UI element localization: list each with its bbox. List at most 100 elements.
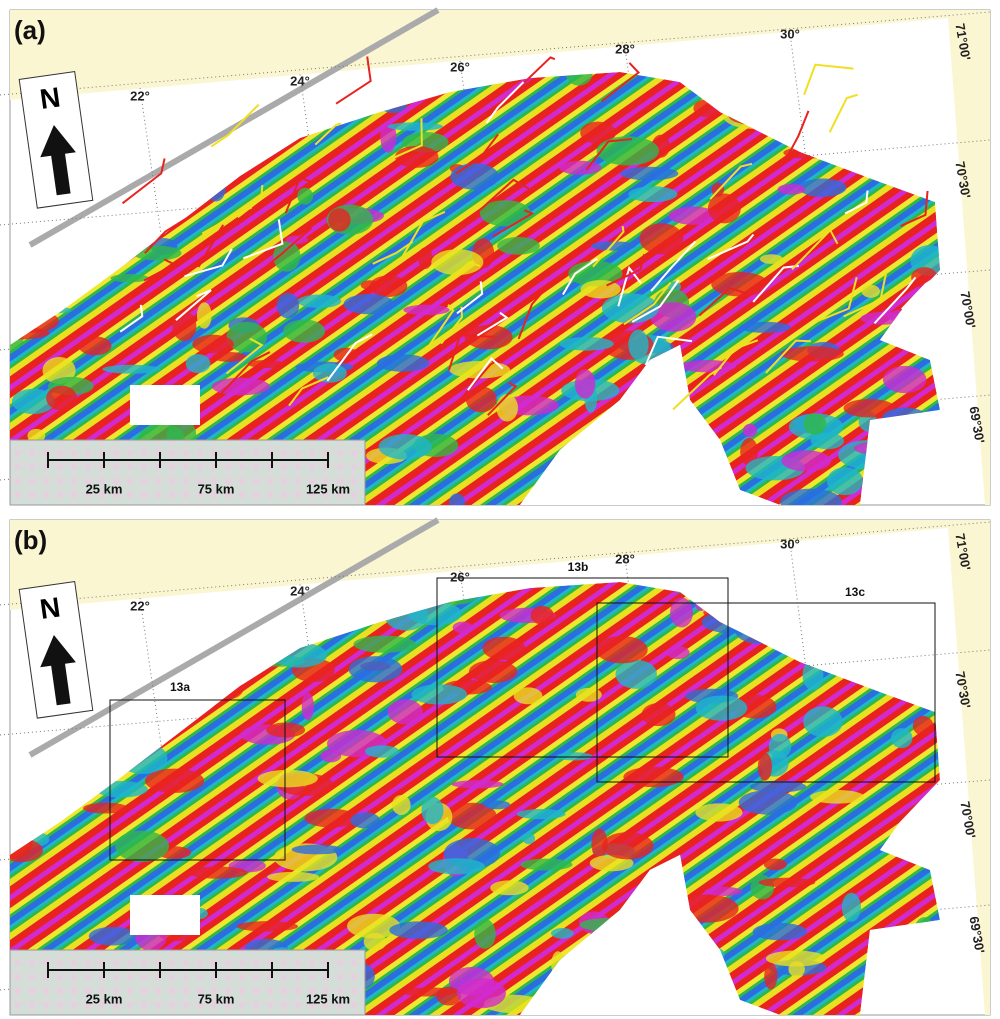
anomaly-blob <box>188 866 248 879</box>
anomaly-blob <box>267 871 320 882</box>
lineament <box>399 210 446 262</box>
anomaly-blob <box>418 247 433 269</box>
anomaly-blob <box>451 780 504 789</box>
anomaly-blob <box>803 706 843 738</box>
anomaly-blob <box>780 488 842 505</box>
sea-area <box>10 10 990 505</box>
anomaly-blob <box>479 200 531 227</box>
anomaly-blob <box>580 121 616 144</box>
anomaly-blob <box>764 962 778 990</box>
anomaly-blob <box>623 766 684 788</box>
anomaly-blob <box>110 273 149 283</box>
anomaly-blob <box>591 828 608 859</box>
anomaly-blob <box>590 241 636 251</box>
longitude-label: 30° <box>780 536 800 551</box>
anomaly-blob <box>739 321 791 333</box>
anomaly-blob <box>46 385 78 411</box>
anomaly-blob <box>559 336 614 351</box>
lineament <box>425 304 455 351</box>
anomaly-blob <box>115 830 169 863</box>
anomaly-blob <box>369 275 408 297</box>
anomaly-blob <box>431 249 484 276</box>
anomaly-blob <box>596 136 659 166</box>
anomaly-blob <box>841 892 861 922</box>
lineament <box>828 93 858 133</box>
lineament <box>606 253 646 287</box>
anomaly-blob <box>798 178 847 197</box>
lineament <box>326 333 373 382</box>
anomaly-blob <box>257 769 318 788</box>
anomaly-blob <box>738 790 798 815</box>
anomaly-blob <box>803 413 827 435</box>
anomaly-blob <box>861 284 880 298</box>
anomaly-blob <box>601 293 659 324</box>
lineament <box>221 351 271 394</box>
anomaly-blob <box>364 745 400 758</box>
lineament <box>144 216 190 254</box>
lineament <box>121 158 166 205</box>
anomaly-blob <box>389 921 448 939</box>
anomaly-blob <box>668 206 719 225</box>
lineament <box>492 209 535 238</box>
scale-label: 125 km <box>306 481 350 496</box>
lineament <box>900 190 929 228</box>
anomaly-blob <box>759 254 783 264</box>
anomaly-blob <box>750 874 775 900</box>
coast-track <box>28 517 440 758</box>
anomaly-blob <box>843 398 896 418</box>
anomaly-blob <box>212 352 247 362</box>
anomaly-blob <box>236 921 299 932</box>
longitude-label: 22° <box>130 88 150 103</box>
lineament <box>517 290 544 340</box>
scale-label: 125 km <box>306 991 350 1006</box>
box-label: 13c <box>845 585 865 599</box>
lineament <box>288 376 329 407</box>
anomaly-blob <box>144 768 205 793</box>
scale-label: 25 km <box>86 991 123 1006</box>
north-label: N <box>38 591 62 625</box>
anomaly-blob <box>650 302 697 332</box>
lineament <box>617 265 642 307</box>
anomaly-blob <box>394 145 439 168</box>
anomaly-blob <box>449 360 511 379</box>
longitude-label: 24° <box>290 73 310 88</box>
anomaly-blob <box>551 927 574 939</box>
anomaly-blob <box>328 208 351 232</box>
anomaly-blob <box>513 687 543 705</box>
anomaly-blob <box>763 858 787 871</box>
sea-area <box>10 520 990 1015</box>
anomaly-blob <box>666 646 690 660</box>
anomaly-blob <box>343 293 395 315</box>
anomaly-blob <box>556 752 593 761</box>
anomaly-blob <box>401 987 457 997</box>
anomaly-blob <box>474 919 496 949</box>
lineament <box>335 56 372 105</box>
lineament <box>623 281 672 326</box>
lineament <box>479 178 530 211</box>
lineament <box>485 81 525 124</box>
lineament <box>901 278 933 310</box>
lineament <box>820 80 858 108</box>
lineament <box>372 241 414 265</box>
anomaly-blob <box>449 493 465 505</box>
anomaly-blob <box>639 223 684 255</box>
lineament <box>803 63 854 96</box>
anomaly-blob <box>301 692 314 721</box>
anomaly-blob <box>78 336 112 356</box>
anomaly-blob <box>291 844 343 855</box>
anomaly-blob <box>276 292 300 319</box>
lineament <box>197 224 225 268</box>
anomaly-blob <box>378 434 432 460</box>
anomaly-blob <box>810 789 865 804</box>
anomaly-blob <box>580 280 621 299</box>
panel-label: (a) <box>14 15 46 45</box>
anomaly-blob <box>615 659 657 689</box>
anomaly-blob <box>757 752 772 781</box>
anomaly-blob <box>679 359 737 373</box>
lineament <box>592 226 625 268</box>
lineament <box>447 334 496 371</box>
anomaly-blob <box>465 386 497 413</box>
anomaly-blob <box>391 794 411 815</box>
anomaly-blob <box>387 699 423 725</box>
longitude-label: 26° <box>450 59 470 74</box>
